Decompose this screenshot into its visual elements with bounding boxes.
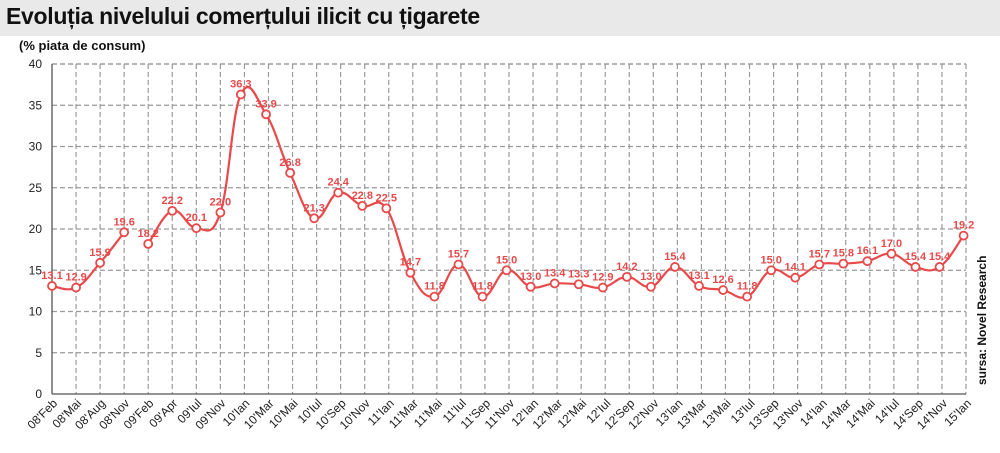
data-point — [429, 291, 440, 302]
data-point — [621, 271, 632, 282]
x-tick-label: 15'Ian — [941, 396, 974, 429]
data-point — [405, 267, 416, 278]
data-labels: 13.1 12.915.919.618.222.220.122.036.333.9… — [41, 79, 974, 293]
y-tick-label: 30 — [29, 140, 43, 154]
data-label: 15.8 — [833, 248, 854, 260]
data-label: 22.8 — [352, 190, 373, 202]
data-point — [886, 248, 897, 259]
y-tick-label: 10 — [29, 305, 43, 319]
data-label: 26.8 — [279, 157, 300, 169]
data-label: 15.9 — [89, 247, 110, 259]
y-tick-label: 25 — [29, 181, 43, 195]
data-label: 13.1 — [688, 270, 709, 282]
data-point — [742, 291, 753, 302]
axes — [51, 64, 966, 395]
data-label: 14.1 — [785, 262, 806, 274]
data-label: 12.6 — [712, 274, 733, 286]
data-label: 11.8 — [472, 281, 493, 293]
data-label: 15.7 — [809, 248, 830, 260]
data-label: 21.3 — [303, 202, 324, 214]
data-label: 13.1 — [41, 270, 62, 282]
data-point — [910, 262, 921, 272]
y-tick-label: 0 — [35, 387, 42, 401]
data-point — [235, 89, 246, 100]
data-point — [119, 227, 130, 238]
data-point — [309, 213, 320, 224]
data-point — [215, 207, 226, 218]
y-tick-label: 20 — [29, 222, 43, 236]
header-band — [0, 0, 1000, 36]
y-axis-label: (% piata de consum) — [19, 38, 146, 53]
data-label: 18.2 — [137, 228, 158, 240]
data-point — [95, 257, 106, 268]
data-label: 12.9 — [592, 272, 613, 284]
data-point — [71, 282, 81, 293]
data-point — [670, 262, 680, 272]
data-label: 13.3 — [568, 268, 589, 280]
chart-title: Evoluția nivelului comerțului ilicit cu … — [6, 3, 480, 29]
data-label: 16.1 — [857, 245, 878, 257]
data-label: 14.7 — [400, 257, 421, 269]
data-label: 36.3 — [230, 79, 251, 91]
data-point — [838, 258, 849, 269]
data-label: 15.4 — [929, 251, 951, 263]
data-point — [958, 230, 969, 241]
data-point — [501, 265, 512, 276]
grid — [52, 63, 967, 394]
data-point — [477, 291, 488, 302]
y-tick-label: 15 — [29, 263, 43, 277]
data-point — [285, 167, 296, 178]
data-point — [646, 281, 656, 292]
data-label: 20.1 — [186, 212, 207, 224]
data-label: 15.0 — [760, 254, 781, 266]
data-point — [525, 281, 536, 292]
y-tick-label: 5 — [35, 346, 42, 360]
data-point — [453, 259, 464, 270]
data-label: 13.0 — [520, 271, 541, 283]
data-label: 22.2 — [162, 195, 183, 207]
data-point — [47, 281, 57, 291]
y-tick-label: 40 — [29, 57, 43, 71]
data-point — [357, 200, 368, 211]
data-label: 14.2 — [616, 261, 637, 273]
data-label: 22.5 — [376, 192, 397, 204]
data-point — [573, 279, 584, 290]
data-label: 13.4 — [544, 267, 566, 279]
series-line — [51, 231, 126, 291]
data-point — [549, 278, 560, 289]
data-label: 11.8 — [737, 281, 758, 293]
data-point — [862, 256, 873, 267]
data-label: 15.4 — [664, 251, 686, 263]
data-label: 15.4 — [905, 251, 927, 263]
data-label: 19.2 — [953, 220, 974, 232]
x-ticks: 08'Feb08'Mai08'Aug08'Nov09'Feb09'Apr09'I… — [25, 396, 975, 432]
data-point — [191, 223, 202, 234]
data-label: 13.0 — [640, 271, 661, 283]
data-label: 24.4 — [328, 177, 350, 189]
data-point — [814, 259, 825, 270]
y-ticks: 0 5 10 15 20 25 30 35 40 — [29, 57, 43, 401]
data-point — [597, 282, 608, 293]
data-point — [934, 262, 945, 272]
data-point — [694, 281, 704, 291]
data-label: 11.8 — [424, 281, 445, 293]
data-point — [167, 205, 178, 216]
data-label: 15.0 — [496, 254, 517, 266]
data-point — [790, 272, 801, 283]
data-point — [143, 238, 154, 249]
y-tick-label: 35 — [29, 98, 43, 112]
data-label: 12.9 — [65, 272, 86, 284]
data-label: 19.6 — [113, 216, 134, 228]
markers — [47, 89, 969, 302]
data-label: 15.7 — [448, 248, 469, 260]
data-label: 17.0 — [881, 238, 902, 250]
data-point — [381, 203, 392, 214]
data-point — [766, 265, 777, 276]
data-label: 33.9 — [255, 98, 276, 110]
data-point — [718, 285, 728, 295]
data-point — [333, 187, 344, 198]
data-point — [261, 109, 271, 120]
data-label: 22.0 — [210, 197, 231, 209]
